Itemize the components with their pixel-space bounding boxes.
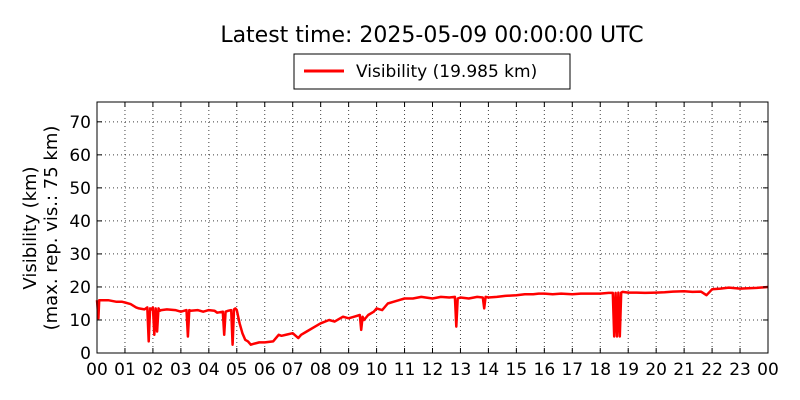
y-tick-label: 70 — [69, 113, 91, 133]
x-tick-label: 10 — [366, 360, 388, 380]
x-tick-label: 12 — [422, 360, 444, 380]
y-tick-label: 20 — [69, 278, 91, 298]
ticks: 0 10 20 30 40 50 60 70 00 01 02 03 04 05 06 07 08 09 10 11 1… — [69, 102, 779, 380]
x-tick-label: 19 — [617, 360, 639, 380]
x-tick-label: 13 — [450, 360, 472, 380]
y-axis-label-line-1: Visibility (km) — [20, 166, 41, 289]
x-tick-label: 21 — [673, 360, 695, 380]
legend-series-label: Visibility (19.985 km) — [356, 62, 537, 82]
x-tick-label: 03 — [170, 360, 192, 380]
x-tick-label: 23 — [729, 360, 751, 380]
y-tick-label: 50 — [69, 179, 91, 199]
x-tick-label: 11 — [394, 360, 416, 380]
plot-area: 0 10 20 30 40 50 60 70 00 01 02 03 04 05 06 07 08 09 10 11 1… — [69, 101, 779, 380]
x-tick-label: 08 — [310, 360, 332, 380]
x-tick-label: 07 — [282, 360, 304, 380]
y-tick-label: 60 — [69, 146, 91, 166]
x-tick-label: 09 — [338, 360, 360, 380]
x-tick-label: 00 — [86, 360, 108, 380]
series-line-visibility — [95, 285, 769, 346]
chart-title: Latest time: 2025-05-09 00:00:00 UTC — [220, 23, 643, 48]
y-tick-label: 40 — [69, 212, 91, 232]
x-tick-label: 17 — [561, 360, 583, 380]
x-tick-label: 05 — [226, 360, 248, 380]
x-tick-label: 04 — [198, 360, 220, 380]
x-tick-label: 00 — [757, 360, 779, 380]
y-tick-label: 10 — [69, 311, 91, 331]
x-tick-label: 16 — [534, 360, 556, 380]
y-axis-label-line-2: (max. rep. vis.: 75 km) — [41, 126, 62, 331]
y-tick-label: 0 — [80, 344, 91, 364]
x-tick-label: 02 — [142, 360, 164, 380]
x-tick-label: 01 — [114, 360, 136, 380]
x-tick-label: 06 — [254, 360, 276, 380]
x-tick-label: 18 — [589, 360, 611, 380]
series-layer — [95, 285, 769, 346]
x-tick-label: 14 — [478, 360, 500, 380]
x-tick-label: 22 — [701, 360, 723, 380]
y-axis-label: Visibility (km) (max. rep. vis.: 75 km) — [20, 126, 62, 331]
x-tick-label: 20 — [645, 360, 667, 380]
y-tick-label: 30 — [69, 245, 91, 265]
x-tick-label: 15 — [506, 360, 528, 380]
legend: Visibility (19.985 km) — [293, 53, 571, 90]
